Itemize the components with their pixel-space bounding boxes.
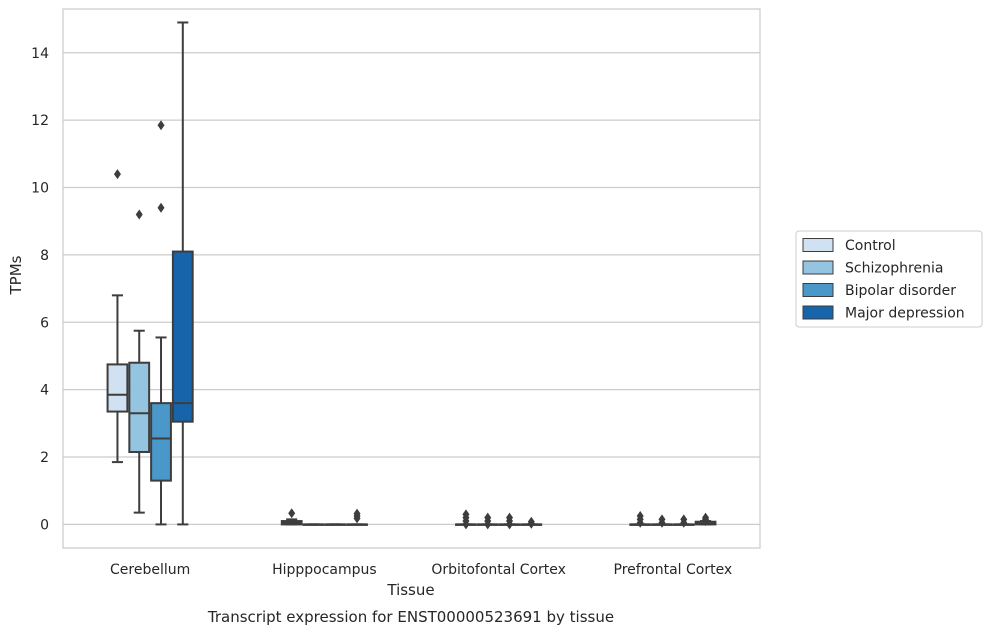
outlier-point [353,513,361,524]
box [324,523,347,526]
legend-swatch [802,260,834,275]
y-tick-label: 2 [40,450,49,466]
x-tick-label: Cerebellum [110,562,190,578]
legend: Control Schizophrenia Bipolar disorder Majo… [795,230,983,328]
outlier-point [157,202,165,213]
x-tick-label: Prefrontal Cortex [614,562,733,578]
box [520,516,543,529]
x-axis-ticks: Cerebellum Hipppocampus Orbitofontal Corte… [110,562,732,578]
box [694,512,717,527]
box [346,508,368,526]
legend-swatch [802,238,834,252]
x-axis-title: Tissue [386,581,434,599]
y-axis-ticks: 0 2 4 6 8 10 12 14 [31,46,49,534]
y-tick-label: 14 [31,46,49,62]
y-tick-label: 4 [40,383,49,399]
outlier-point [462,519,470,530]
legend-swatch [802,283,834,297]
y-tick-label: 12 [31,113,49,129]
box [171,21,194,526]
boxes [106,21,717,530]
box [629,510,652,528]
y-tick-label: 0 [40,517,49,533]
outlier-point [527,518,535,529]
legend-label: Major depression [845,306,965,322]
legend-frame [795,230,983,328]
outlier-point [288,508,296,519]
outlier-point [680,517,688,528]
box [150,120,172,526]
box-iqr [171,250,194,423]
legend-label: Schizophrenia [845,261,943,277]
outlier-point [113,169,121,180]
outlier-point [135,209,143,220]
outlier-point [658,517,666,528]
legend-label: Control [845,238,896,254]
y-tick-label: 10 [31,181,49,197]
y-axis-title: TPMs [7,255,25,295]
x-tick-label: Hipppocampus [272,562,377,578]
box [455,509,477,530]
y-tick-label: 8 [40,248,49,264]
box [128,209,151,514]
legend-label: Bipolar disorder [845,283,956,299]
plot-frame [62,8,761,549]
box [106,169,129,464]
box [672,514,695,528]
x-tick-label: Orbitofontal Cortex [431,562,566,578]
y-tick-label: 6 [40,315,49,331]
box [498,512,521,530]
legend-swatch [802,305,834,320]
outlier-point [484,519,492,530]
outlier-point [506,519,514,530]
outlier-point [702,516,710,527]
box-iqr [106,363,129,413]
box [302,523,325,526]
box [280,508,303,526]
chart-caption: Transcript expression for ENST0000052369… [207,608,614,626]
outlier-point [636,517,644,528]
box [476,512,499,530]
box-iqr [128,361,151,453]
box [651,514,673,528]
box-iqr [150,402,172,482]
outlier-point [157,120,165,131]
